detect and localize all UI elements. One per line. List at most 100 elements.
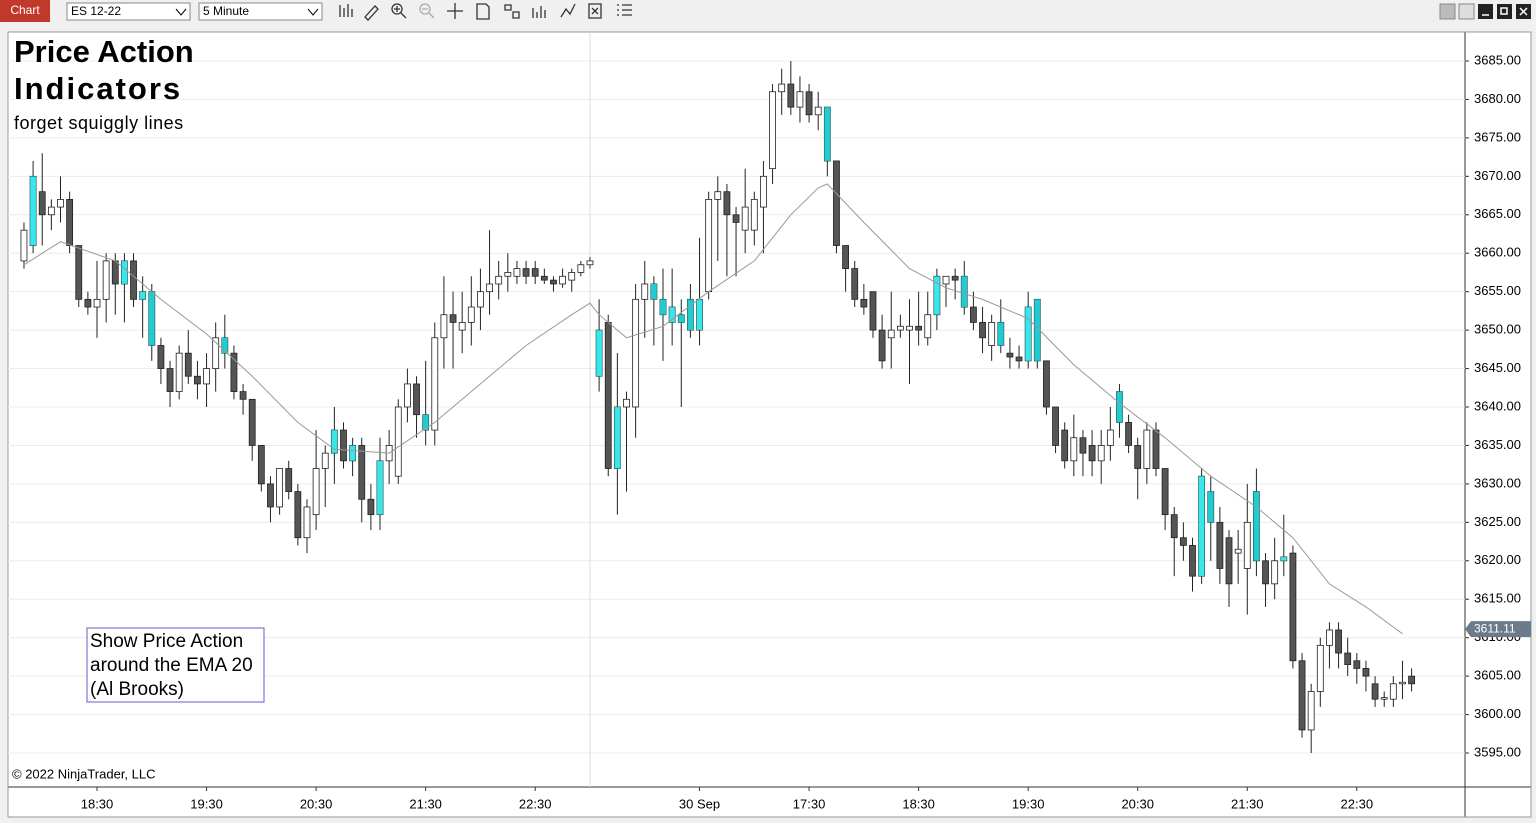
candle-body bbox=[522, 268, 530, 277]
candle-body bbox=[769, 91, 776, 170]
dropdown-arrow bbox=[307, 8, 319, 16]
candle-body bbox=[340, 429, 347, 462]
y-tick-label: 3660.00 bbox=[1474, 245, 1521, 260]
candle-body bbox=[1408, 675, 1415, 685]
price-marker bbox=[1465, 621, 1531, 638]
candle-body bbox=[20, 229, 28, 262]
data-box-icon[interactable] bbox=[476, 3, 490, 20]
candle-body bbox=[915, 325, 923, 331]
highlight bbox=[422, 414, 429, 431]
highlight bbox=[687, 299, 694, 331]
candle-body bbox=[449, 314, 457, 323]
candle-body bbox=[38, 191, 46, 216]
candle-body bbox=[632, 298, 640, 408]
candle-body bbox=[787, 83, 795, 108]
candle-body bbox=[203, 368, 210, 385]
candle-body bbox=[1179, 537, 1187, 546]
candle-body bbox=[1243, 521, 1251, 569]
zoom-in-icon[interactable] bbox=[391, 3, 403, 15]
y-tick-label: 3640.00 bbox=[1474, 398, 1521, 413]
candle-body bbox=[951, 275, 959, 281]
candle-body bbox=[878, 329, 886, 362]
candle-body bbox=[1097, 445, 1105, 462]
candle-body bbox=[760, 175, 767, 208]
chart-tab[interactable] bbox=[0, 0, 50, 22]
candle-body bbox=[248, 398, 256, 446]
candle-body bbox=[814, 106, 822, 116]
price-axis-area bbox=[1465, 32, 1531, 787]
x-tick-label: 21:30 bbox=[1231, 796, 1264, 811]
window-button[interactable] bbox=[1439, 3, 1456, 20]
y-tick-label: 3645.00 bbox=[1474, 360, 1521, 375]
candle-body bbox=[705, 198, 713, 293]
candle-body bbox=[467, 306, 475, 323]
copyright: © 2022 NinjaTrader, LLC bbox=[12, 766, 156, 781]
candle-body bbox=[887, 329, 895, 339]
candle-body bbox=[321, 452, 329, 469]
candle-body bbox=[741, 206, 749, 231]
candle-body bbox=[495, 275, 503, 285]
templates-icon[interactable] bbox=[504, 4, 520, 19]
annotation: around the EMA 20 bbox=[90, 655, 253, 676]
price-marker-label: 3611.11 bbox=[1474, 621, 1516, 635]
minimize-button[interactable] bbox=[1478, 4, 1493, 19]
highlight bbox=[377, 460, 384, 515]
instrument-select[interactable] bbox=[66, 2, 191, 21]
candle-body bbox=[75, 245, 83, 300]
candle-body bbox=[550, 279, 557, 285]
candle-body bbox=[906, 325, 913, 331]
candle-body bbox=[1371, 683, 1379, 700]
candle-body bbox=[732, 214, 740, 223]
bars-icon[interactable] bbox=[339, 4, 353, 17]
highlight bbox=[1116, 391, 1123, 423]
candle-body bbox=[1170, 514, 1178, 539]
candle-body bbox=[93, 298, 101, 308]
highlight bbox=[139, 291, 146, 300]
candle-body bbox=[1344, 652, 1352, 665]
candle-body bbox=[1152, 429, 1160, 469]
ema-line bbox=[23, 183, 1403, 635]
y-tick-label: 3635.00 bbox=[1474, 437, 1521, 452]
x-tick-label: 21:30 bbox=[409, 796, 442, 811]
candle-body bbox=[1134, 445, 1142, 469]
properties-icon[interactable] bbox=[588, 3, 602, 19]
candle-body bbox=[175, 352, 183, 393]
candle-body bbox=[851, 268, 859, 300]
candle-body bbox=[513, 268, 521, 277]
candle-body bbox=[257, 445, 265, 485]
highlight bbox=[660, 299, 667, 315]
crosshair-icon[interactable] bbox=[447, 3, 463, 19]
candle-body bbox=[1070, 437, 1078, 462]
candle-body bbox=[988, 322, 996, 346]
candle-body bbox=[184, 352, 192, 377]
strategies-icon[interactable] bbox=[532, 6, 546, 18]
highlight bbox=[1280, 556, 1287, 561]
candle-body bbox=[778, 83, 786, 93]
candle-body bbox=[403, 383, 411, 408]
highlight bbox=[30, 176, 37, 246]
indicators-icon[interactable] bbox=[560, 3, 576, 18]
draw-icon[interactable] bbox=[364, 5, 379, 21]
y-tick-label: 3605.00 bbox=[1474, 668, 1521, 683]
x-tick-label: 20:30 bbox=[1121, 796, 1154, 811]
candle-body bbox=[47, 206, 55, 216]
zoom-out-icon[interactable] bbox=[419, 3, 431, 15]
highlight bbox=[933, 276, 940, 315]
restore-button[interactable] bbox=[1497, 4, 1512, 19]
candle-body bbox=[623, 398, 630, 408]
highlight bbox=[669, 307, 676, 323]
y-tick-label: 3665.00 bbox=[1474, 206, 1521, 221]
candle-body bbox=[1271, 560, 1279, 585]
list-icon[interactable] bbox=[617, 4, 632, 16]
candle-body bbox=[1006, 352, 1014, 358]
x-tick-label: 18:30 bbox=[81, 796, 114, 811]
highlight bbox=[1253, 491, 1260, 561]
candle-body bbox=[367, 498, 375, 516]
candle-body bbox=[796, 91, 804, 108]
y-tick-label: 3615.00 bbox=[1474, 591, 1521, 606]
highlight bbox=[349, 445, 356, 461]
window-button[interactable] bbox=[1458, 3, 1475, 20]
candle-body bbox=[66, 198, 74, 246]
interval-select[interactable] bbox=[198, 2, 323, 21]
